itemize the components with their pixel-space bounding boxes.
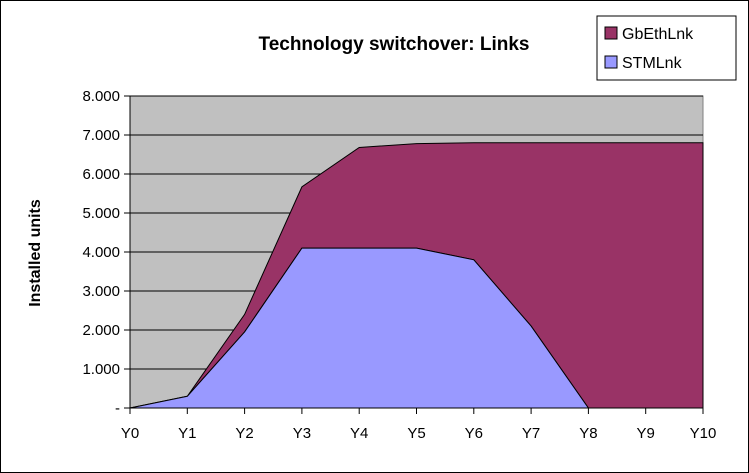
x-tick-label: Y8: [579, 425, 597, 442]
y-tick-label: 4.000: [82, 244, 120, 261]
x-tick-label: Y0: [121, 425, 139, 442]
y-tick-labels: - 1.000 2.000 3.000 4.000 5.000 6.000 7.000 8.00…: [82, 88, 120, 417]
y-tick-label: 7.000: [82, 127, 120, 144]
y-tick-label: 1.000: [82, 361, 120, 378]
y-tick-label: 6.000: [82, 166, 120, 183]
x-tick-label: Y10: [690, 425, 717, 442]
x-tick-label: Y3: [293, 425, 311, 442]
x-tick-label: Y2: [235, 425, 253, 442]
legend-label-stmlnk: STMLnk: [622, 55, 683, 72]
x-tick-labels: Y0 Y1 Y2 Y3 Y4 Y5 Y6 Y7 Y8 Y9 Y10: [121, 425, 717, 442]
y-axis-label: Installed units: [27, 199, 44, 307]
x-tick-label: Y1: [178, 425, 196, 442]
legend: GbEthLnk STMLnk: [596, 15, 737, 81]
axes: [124, 95, 704, 414]
y-tick-label: -: [115, 400, 120, 417]
legend-label-gbethlnk: GbEthLnk: [622, 26, 694, 43]
legend-swatch-stmlnk: [604, 55, 618, 69]
chart-title: Technology switchover: Links: [259, 34, 530, 55]
y-tick-label: 8.000: [82, 88, 120, 105]
x-tick-label: Y6: [465, 425, 483, 442]
x-tick-label: Y4: [350, 425, 368, 442]
area-series: [129, 142, 704, 409]
y-tick-label: 3.000: [82, 283, 120, 300]
x-tick-label: Y9: [637, 425, 655, 442]
legend-box: [596, 15, 737, 81]
y-tick-label: 5.000: [82, 205, 120, 222]
y-tick-label: 2.000: [82, 322, 120, 339]
legend-swatch-gbethlnk: [604, 26, 618, 40]
x-tick-label: Y7: [522, 425, 540, 442]
x-tick-label: Y5: [407, 425, 425, 442]
